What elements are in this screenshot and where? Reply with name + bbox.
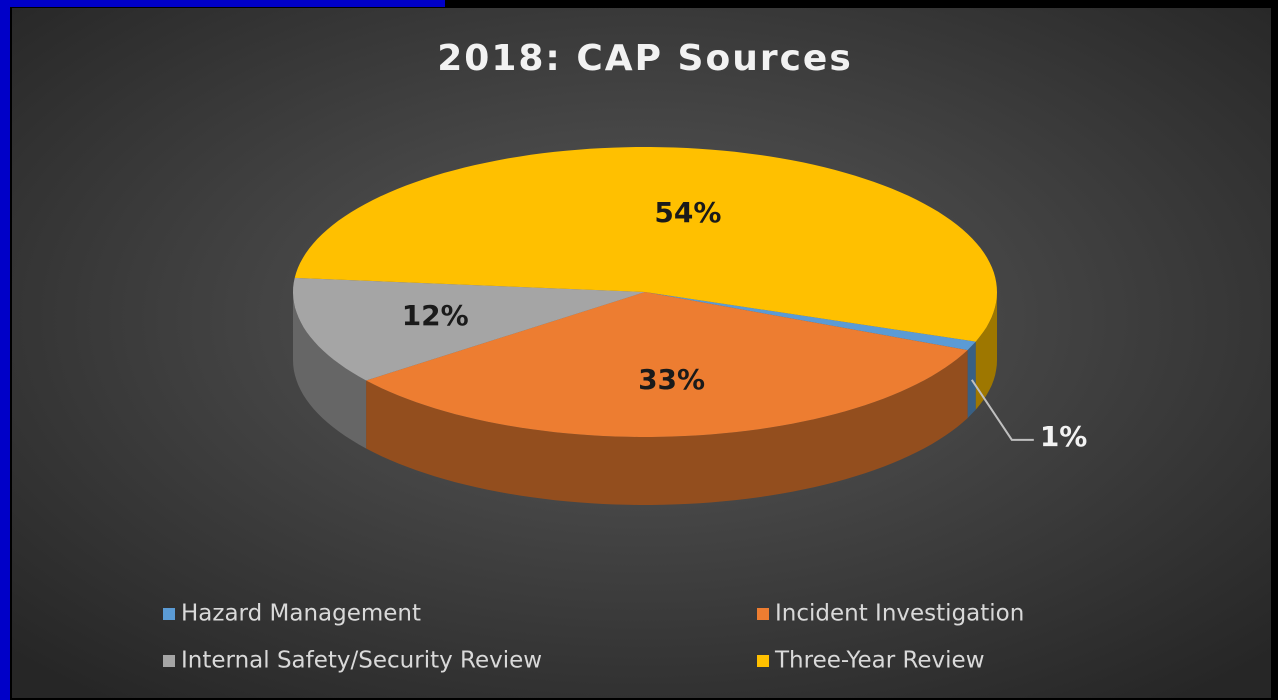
pie-side	[293, 292, 367, 449]
frame-edge	[0, 0, 10, 700]
legend-swatch	[757, 655, 769, 667]
legend-swatch	[757, 608, 769, 620]
pie	[293, 147, 997, 505]
pie-slice	[645, 292, 976, 351]
legend-label: Three-Year Review	[774, 648, 985, 674]
data-label: 54%	[654, 196, 721, 229]
data-label: 1%	[1040, 420, 1088, 453]
legend-swatch	[163, 608, 175, 620]
pie-side	[975, 292, 997, 410]
chart-title: 2018: CAP Sources	[437, 38, 853, 79]
legend-label: Incident Investigation	[775, 601, 1024, 627]
pie-side	[366, 350, 968, 505]
data-label: 33%	[638, 363, 705, 396]
pie-slice	[294, 147, 997, 342]
data-label: 12%	[402, 299, 469, 332]
legend-swatch	[163, 655, 175, 667]
pie-side	[967, 341, 976, 419]
pie-slice	[366, 292, 968, 437]
legend-label: Hazard Management	[181, 601, 421, 627]
leader-line	[970, 379, 1034, 441]
legend-label: Internal Safety/Security Review	[181, 648, 542, 674]
pie-slice	[293, 277, 645, 381]
frame-edge	[0, 0, 445, 7]
